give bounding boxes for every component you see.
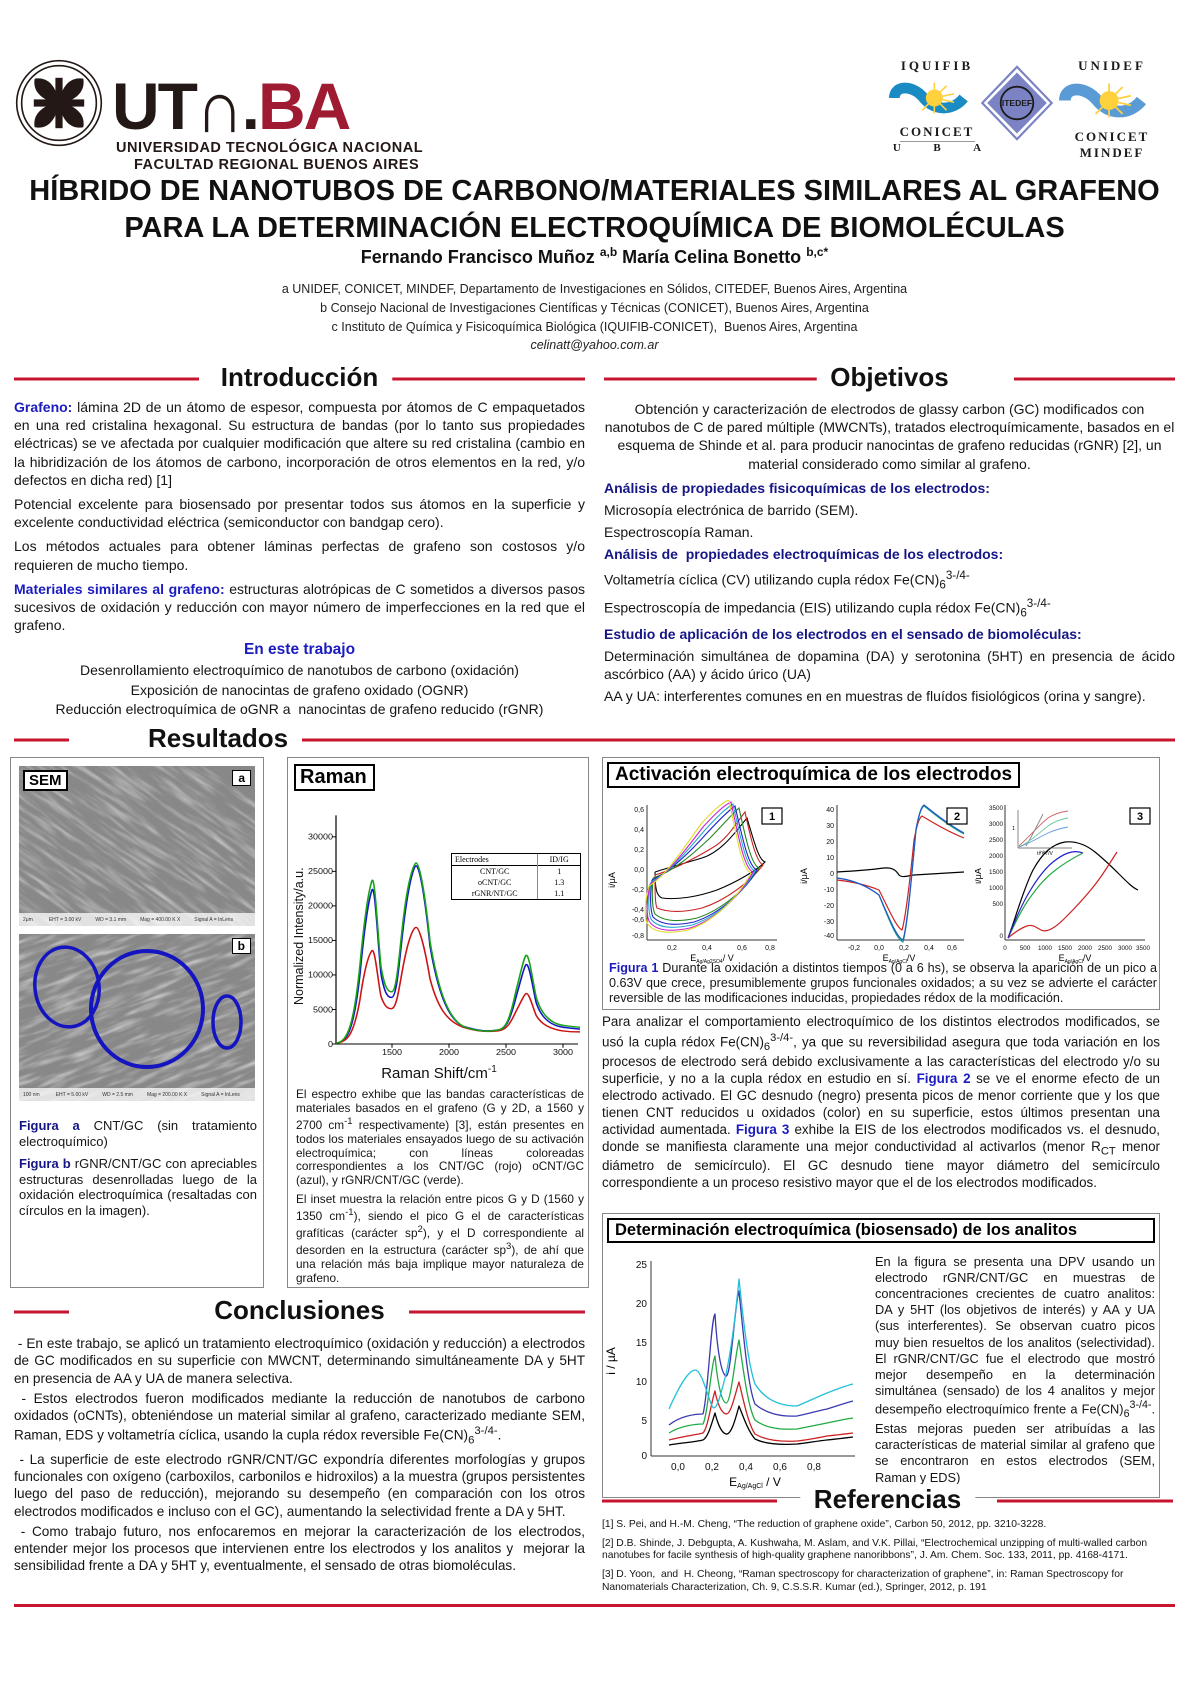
svg-text:40: 40 xyxy=(826,807,834,814)
svg-text:-0,2: -0,2 xyxy=(848,945,860,952)
svg-text:0,0: 0,0 xyxy=(671,1462,685,1473)
svg-text:0,4: 0,4 xyxy=(702,945,712,952)
svg-text:0,0: 0,0 xyxy=(874,945,884,952)
svg-text:-20: -20 xyxy=(824,903,834,910)
svg-text:-0,6: -0,6 xyxy=(632,917,644,924)
svg-text:-40: -40 xyxy=(824,933,834,940)
svg-text:1500: 1500 xyxy=(1058,945,1073,952)
svg-text:2500: 2500 xyxy=(989,837,1004,844)
svg-text:2: 2 xyxy=(954,811,960,823)
svg-text:1000: 1000 xyxy=(1038,945,1053,952)
svg-text:3000: 3000 xyxy=(553,1047,573,1057)
svg-text:25: 25 xyxy=(636,1260,648,1271)
svg-text:1: 1 xyxy=(769,811,775,823)
svg-text:0,6: 0,6 xyxy=(947,945,957,952)
svg-text:5000: 5000 xyxy=(313,1005,333,1015)
svg-text:2500: 2500 xyxy=(1098,945,1113,952)
svg-text:2000: 2000 xyxy=(989,853,1004,860)
svg-text:i / µA: i / µA xyxy=(605,1347,618,1375)
svg-text:-30: -30 xyxy=(824,919,834,926)
svg-text:3500: 3500 xyxy=(1136,945,1151,952)
svg-text:10: 10 xyxy=(636,1377,648,1388)
svg-text:1500: 1500 xyxy=(382,1047,402,1057)
svg-text:0: 0 xyxy=(1003,945,1007,952)
svg-text:0,4: 0,4 xyxy=(924,945,934,952)
svg-text:-0,4: -0,4 xyxy=(632,907,644,914)
svg-text:500: 500 xyxy=(1020,945,1031,952)
svg-text:30: 30 xyxy=(826,823,834,830)
svg-text:3000: 3000 xyxy=(989,821,1004,828)
svg-text:0: 0 xyxy=(641,1451,647,1462)
svg-text:20: 20 xyxy=(636,1299,648,1310)
svg-text:0: 0 xyxy=(830,871,834,878)
svg-text:0,4: 0,4 xyxy=(739,1462,753,1473)
svg-text:0,2: 0,2 xyxy=(667,945,677,952)
svg-text:0,2: 0,2 xyxy=(705,1462,719,1473)
svg-text:-0,8: -0,8 xyxy=(632,933,644,940)
svg-text:0,6: 0,6 xyxy=(773,1462,787,1473)
svg-text:i/μA: i/μA xyxy=(607,872,617,888)
svg-text:0,4: 0,4 xyxy=(634,827,644,834)
svg-text:0,6: 0,6 xyxy=(737,945,747,952)
svg-text:0: 0 xyxy=(999,933,1003,940)
svg-text:0,8: 0,8 xyxy=(765,945,775,952)
svg-text:2000: 2000 xyxy=(439,1047,459,1057)
svg-text:5: 5 xyxy=(641,1416,647,1427)
svg-text:3: 3 xyxy=(1137,811,1143,823)
svg-text:ITEDEF: ITEDEF xyxy=(1002,98,1032,108)
svg-text:-10: -10 xyxy=(824,887,834,894)
svg-text:1: 1 xyxy=(1012,826,1015,832)
svg-text:2000: 2000 xyxy=(1078,945,1093,952)
svg-text:i/μA: i/μA xyxy=(975,868,983,884)
svg-text:20: 20 xyxy=(826,839,834,846)
svg-text:3500: 3500 xyxy=(989,805,1004,812)
svg-text:1500: 1500 xyxy=(989,869,1004,876)
svg-text:0,0: 0,0 xyxy=(634,867,644,874)
svg-text:10: 10 xyxy=(826,855,834,862)
svg-text:0,8: 0,8 xyxy=(807,1462,821,1473)
svg-text:2500: 2500 xyxy=(496,1047,516,1057)
svg-text:i/μA: i/μA xyxy=(799,868,809,884)
svg-text:3000: 3000 xyxy=(1118,945,1133,952)
svg-text:-0,2: -0,2 xyxy=(632,887,644,894)
svg-text:0,2: 0,2 xyxy=(634,847,644,854)
svg-text:t∜∜∜/V: t∜∜∜/V xyxy=(1037,850,1053,857)
svg-text:0,2: 0,2 xyxy=(899,945,909,952)
svg-text:1000: 1000 xyxy=(989,885,1004,892)
svg-text:0,6: 0,6 xyxy=(634,807,644,814)
svg-text:500: 500 xyxy=(992,901,1003,908)
svg-text:15: 15 xyxy=(636,1338,648,1349)
